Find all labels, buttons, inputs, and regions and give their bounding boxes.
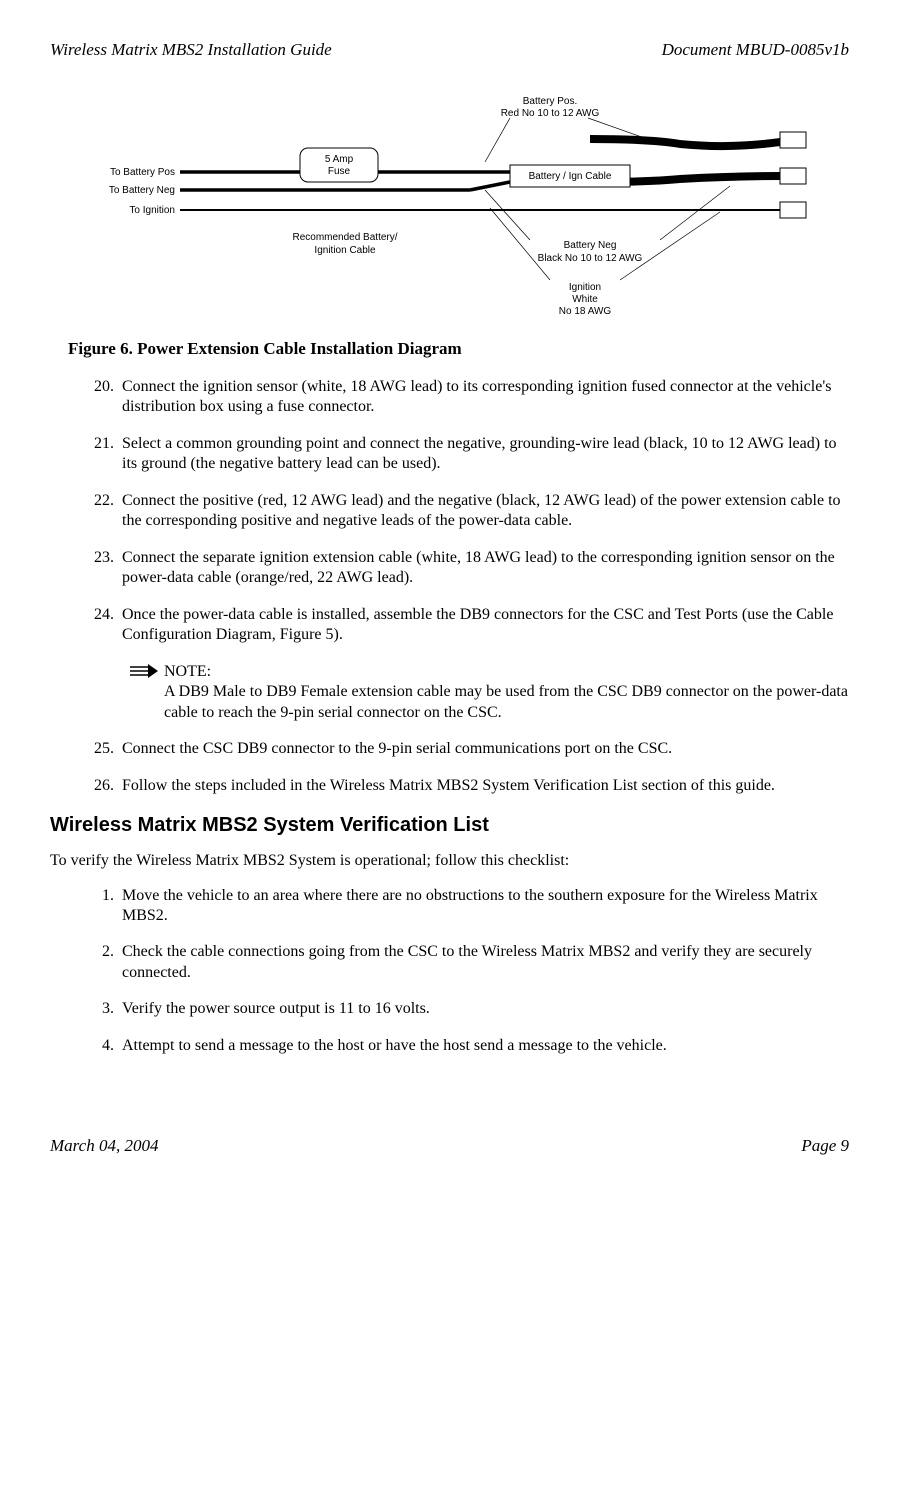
svg-text:Fuse: Fuse — [327, 166, 350, 177]
svg-text:5 Amp: 5 Amp — [324, 154, 353, 165]
svg-text:White: White — [572, 294, 598, 305]
svg-text:Battery Pos.: Battery Pos. — [522, 96, 576, 107]
list-item: Connect the separate ignition extension … — [118, 548, 849, 589]
section-intro: To verify the Wireless Matrix MBS2 Syste… — [50, 851, 849, 871]
note-block: NOTE: A DB9 Male to DB9 Female extension… — [130, 662, 849, 723]
note-arrow-icon — [130, 664, 158, 684]
svg-text:Black No 10 to 12 AWG: Black No 10 to 12 AWG — [537, 253, 642, 264]
svg-text:No 18 AWG: No 18 AWG — [558, 306, 611, 317]
list-item: Connect the ignition sensor (white, 18 A… — [118, 377, 849, 418]
install-steps-cont: Connect the CSC DB9 connector to the 9-p… — [50, 739, 849, 796]
list-item: Connect the CSC DB9 connector to the 9-p… — [118, 739, 849, 759]
list-item: Verify the power source output is 11 to … — [118, 999, 849, 1019]
list-item: Check the cable connections going from t… — [118, 942, 849, 983]
verification-checklist: Move the vehicle to an area where there … — [50, 886, 849, 1057]
list-item: Follow the steps included in the Wireles… — [118, 776, 849, 796]
svg-text:Battery / Ign Cable: Battery / Ign Cable — [528, 171, 611, 182]
svg-text:Ignition Cable: Ignition Cable — [314, 245, 376, 256]
list-item: Connect the positive (red, 12 AWG lead) … — [118, 491, 849, 532]
page-header: Wireless Matrix MBS2 Installation Guide … — [50, 40, 849, 60]
footer-right: Page 9 — [801, 1136, 849, 1156]
section-title: Wireless Matrix MBS2 System Verification… — [50, 814, 849, 837]
note-title: NOTE: — [164, 663, 211, 680]
figure-caption: Figure 6. Power Extension Cable Installa… — [68, 339, 849, 359]
header-left: Wireless Matrix MBS2 Installation Guide — [50, 40, 332, 60]
page-footer: March 04, 2004 Page 9 — [50, 1136, 849, 1156]
svg-text:To Battery Pos: To Battery Pos — [109, 167, 174, 178]
diagram: Battery Pos. Red No 10 to 12 AWG Battery… — [50, 90, 849, 325]
note-body: A DB9 Male to DB9 Female extension cable… — [164, 683, 848, 720]
list-item: Select a common grounding point and conn… — [118, 434, 849, 475]
svg-text:Recommended Battery/: Recommended Battery/ — [292, 232, 397, 243]
list-item: Move the vehicle to an area where there … — [118, 886, 849, 927]
svg-text:To Battery Neg: To Battery Neg — [108, 185, 174, 196]
list-item: Once the power-data cable is installed, … — [118, 605, 849, 646]
install-steps: Connect the ignition sensor (white, 18 A… — [50, 377, 849, 646]
list-item: Attempt to send a message to the host or… — [118, 1036, 849, 1056]
note-text: NOTE: A DB9 Male to DB9 Female extension… — [164, 662, 849, 723]
footer-left: March 04, 2004 — [50, 1136, 158, 1156]
svg-text:Ignition: Ignition — [568, 282, 600, 293]
svg-text:To Ignition: To Ignition — [129, 205, 175, 216]
svg-text:Red No 10 to 12 AWG: Red No 10 to 12 AWG — [500, 108, 599, 119]
svg-text:Battery Neg: Battery Neg — [563, 240, 616, 251]
header-right: Document MBUD-0085v1b — [662, 40, 849, 60]
